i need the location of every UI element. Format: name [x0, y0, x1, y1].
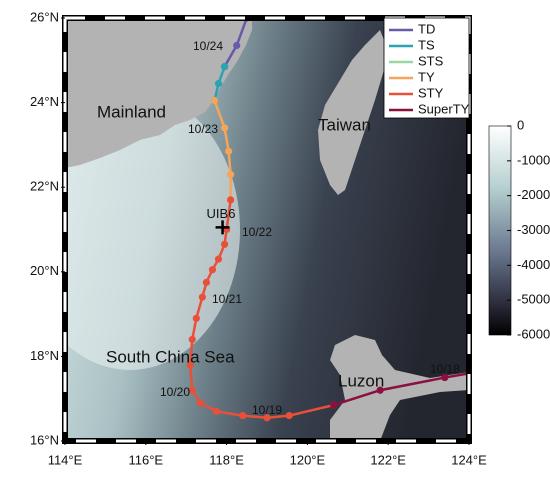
track-point: [225, 147, 233, 155]
track-point: [220, 240, 229, 248]
colorbar-label: -3000: [517, 222, 550, 237]
y-tick-label: 26°N: [30, 9, 59, 24]
date-label: 10/22: [242, 225, 272, 239]
track-point: [196, 399, 204, 407]
x-tick-label: 122°E: [370, 452, 406, 467]
track-point: [208, 266, 217, 274]
track-point: [330, 401, 338, 409]
colorbar-label: -6000: [517, 326, 550, 341]
track-point: [376, 386, 384, 394]
track-point: [227, 170, 235, 179]
track-point: [220, 63, 229, 71]
date-label: 10/23: [188, 122, 218, 136]
label: Luzon: [338, 371, 384, 390]
date-label: 10/19: [252, 403, 282, 417]
y-tick-label: 20°N: [30, 263, 59, 278]
date-label: 10/21: [212, 292, 242, 306]
frame-dash: [63, 16, 471, 443]
x-tick-label: 118°E: [209, 452, 244, 467]
station-marker: [215, 220, 230, 235]
land-luzon: [330, 335, 469, 441]
track-point: [214, 79, 223, 88]
date-label: 10/24: [193, 39, 223, 53]
land-mainland: [65, 18, 252, 168]
legend-label: TS: [418, 37, 435, 52]
legend-label: STS: [418, 53, 444, 68]
track-point: [263, 414, 271, 422]
land-taiwan: [318, 30, 386, 195]
x-tick-label: 116°E: [128, 452, 163, 467]
x-tick-label: 114°E: [48, 452, 83, 467]
date-label: 10/18: [430, 362, 460, 376]
x-tick-label: 120°E: [290, 452, 326, 467]
colorbar-label: -5000: [517, 292, 550, 307]
legend-box: [383, 17, 470, 119]
legend-label: TD: [418, 21, 435, 36]
track-point: [239, 412, 247, 420]
x-tick-label: 124°E: [451, 452, 487, 467]
colorbar-label: -2000: [517, 187, 550, 202]
colorbar-label: -4000: [517, 257, 550, 272]
track-point: [192, 314, 200, 322]
track-line: [333, 372, 469, 407]
track-point: [227, 196, 235, 204]
track-point: [202, 278, 210, 286]
colorbar-label: 0: [517, 117, 524, 132]
track: [186, 18, 469, 422]
track-point: [285, 412, 293, 420]
track-point: [198, 293, 206, 301]
station-label: UIB6: [207, 206, 236, 221]
track-point: [220, 124, 229, 132]
track-point: [186, 361, 194, 369]
label: South China Sea: [106, 347, 235, 366]
colorbar-label: -1000: [517, 152, 550, 167]
track-point: [188, 386, 196, 394]
track-point: [233, 41, 241, 50]
legend-label: STY: [418, 85, 444, 100]
y-tick-label: 24°N: [30, 94, 59, 109]
label: Mainland: [97, 102, 166, 121]
label: Taiwan: [318, 115, 371, 134]
y-tick-label: 18°N: [30, 348, 59, 363]
track-point: [441, 373, 449, 382]
y-tick-label: 22°N: [30, 179, 59, 194]
legend-label: SuperTY: [418, 101, 470, 116]
y-tick-label: 16°N: [30, 432, 59, 447]
legend-label: TY: [418, 69, 435, 84]
date-label: 10/20: [160, 385, 190, 399]
shelf: [65, 90, 240, 370]
track-point: [212, 407, 221, 415]
track-point: [188, 335, 196, 344]
track-point: [210, 96, 219, 105]
track-point: [214, 255, 223, 263]
